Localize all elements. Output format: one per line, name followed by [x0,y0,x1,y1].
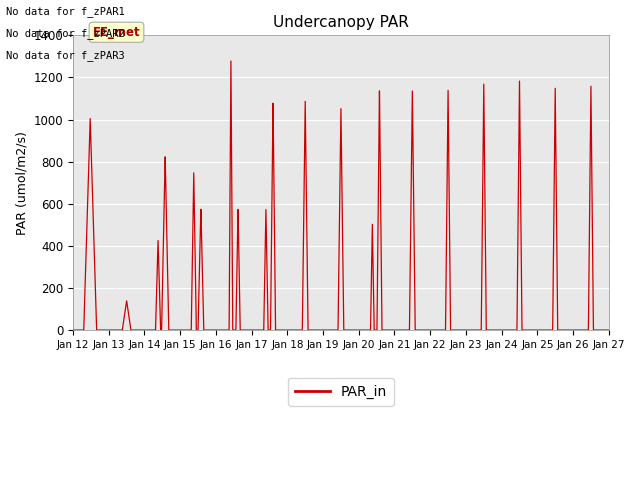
Y-axis label: PAR (umol/m2/s): PAR (umol/m2/s) [15,131,28,235]
Text: No data for f_zPAR2: No data for f_zPAR2 [6,28,125,39]
Title: Undercanopy PAR: Undercanopy PAR [273,15,409,30]
Text: No data for f_zPAR3: No data for f_zPAR3 [6,49,125,60]
Text: No data for f_zPAR1: No data for f_zPAR1 [6,6,125,17]
Legend: PAR_in: PAR_in [288,378,394,406]
Text: EE_met: EE_met [93,26,140,39]
